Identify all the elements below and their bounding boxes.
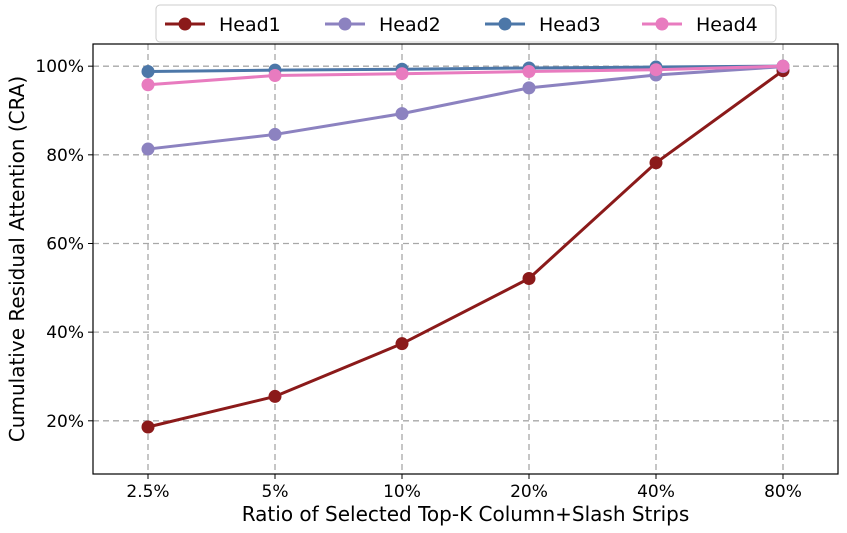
legend-item-head1: Head1 xyxy=(165,14,281,36)
data-point-head4 xyxy=(395,67,409,81)
legend-label: Head2 xyxy=(379,14,441,36)
legend-item-head2: Head2 xyxy=(325,14,441,36)
y-tick-label: 40% xyxy=(46,323,84,343)
data-point-head4 xyxy=(776,59,790,73)
legend-marker xyxy=(655,17,669,31)
legend-label: Head3 xyxy=(539,14,601,36)
plot-frame xyxy=(92,43,839,475)
data-point-head1 xyxy=(649,156,663,170)
data-point-head2 xyxy=(141,142,155,156)
x-axis-label: Ratio of Selected Top-K Column+Slash Str… xyxy=(242,502,690,526)
y-tick-label: 80% xyxy=(46,146,84,166)
data-point-head1 xyxy=(268,389,282,403)
series-head2 xyxy=(141,60,790,156)
data-point-head1 xyxy=(395,337,409,351)
data-point-head1 xyxy=(141,420,155,434)
data-point-head2 xyxy=(268,127,282,141)
x-tick-label: 5% xyxy=(262,482,289,502)
x-tick-label: 80% xyxy=(764,482,802,502)
legend-marker xyxy=(498,17,512,31)
y-tick-label: 60% xyxy=(46,234,84,254)
x-tick-label: 20% xyxy=(510,482,548,502)
legend-label: Head1 xyxy=(219,14,281,36)
data-point-head2 xyxy=(395,107,409,121)
legend-marker xyxy=(338,17,352,31)
tick-labels: 2.5% 5% 10% 20% 40% 80% 20% 40% 60% 80% 100% xyxy=(35,57,802,502)
legend-box xyxy=(155,4,777,43)
data-point-head2 xyxy=(522,81,536,95)
series-head4 xyxy=(141,59,790,92)
data-point-head4 xyxy=(649,63,663,77)
legend: Head1 Head2 Head3 Head4 xyxy=(155,4,777,43)
data-point-head1 xyxy=(522,272,536,286)
data-point-head4 xyxy=(268,68,282,82)
data-point-head3 xyxy=(141,64,155,78)
series-line-head2 xyxy=(147,65,784,151)
series-head1 xyxy=(141,64,790,434)
series-line-head1 xyxy=(147,69,784,429)
x-tick-label: 40% xyxy=(637,482,675,502)
data-point-head4 xyxy=(522,64,536,78)
series-line-head3 xyxy=(147,64,784,73)
x-tick-label: 2.5% xyxy=(126,482,169,502)
grid-lines xyxy=(93,44,838,474)
y-axis-label: Cumulative Residual Attention (CRA) xyxy=(5,76,29,442)
legend-marker xyxy=(178,17,192,31)
legend-item-head3: Head3 xyxy=(485,14,601,36)
y-tick-label: 100% xyxy=(35,57,84,77)
x-tick-label: 10% xyxy=(383,482,421,502)
series-layer xyxy=(141,59,790,434)
data-point-head4 xyxy=(141,78,155,92)
y-tick-label: 20% xyxy=(46,412,84,432)
legend-item-head4: Head4 xyxy=(642,14,758,36)
legend-label: Head4 xyxy=(696,14,758,36)
series-line-head4 xyxy=(147,64,784,87)
